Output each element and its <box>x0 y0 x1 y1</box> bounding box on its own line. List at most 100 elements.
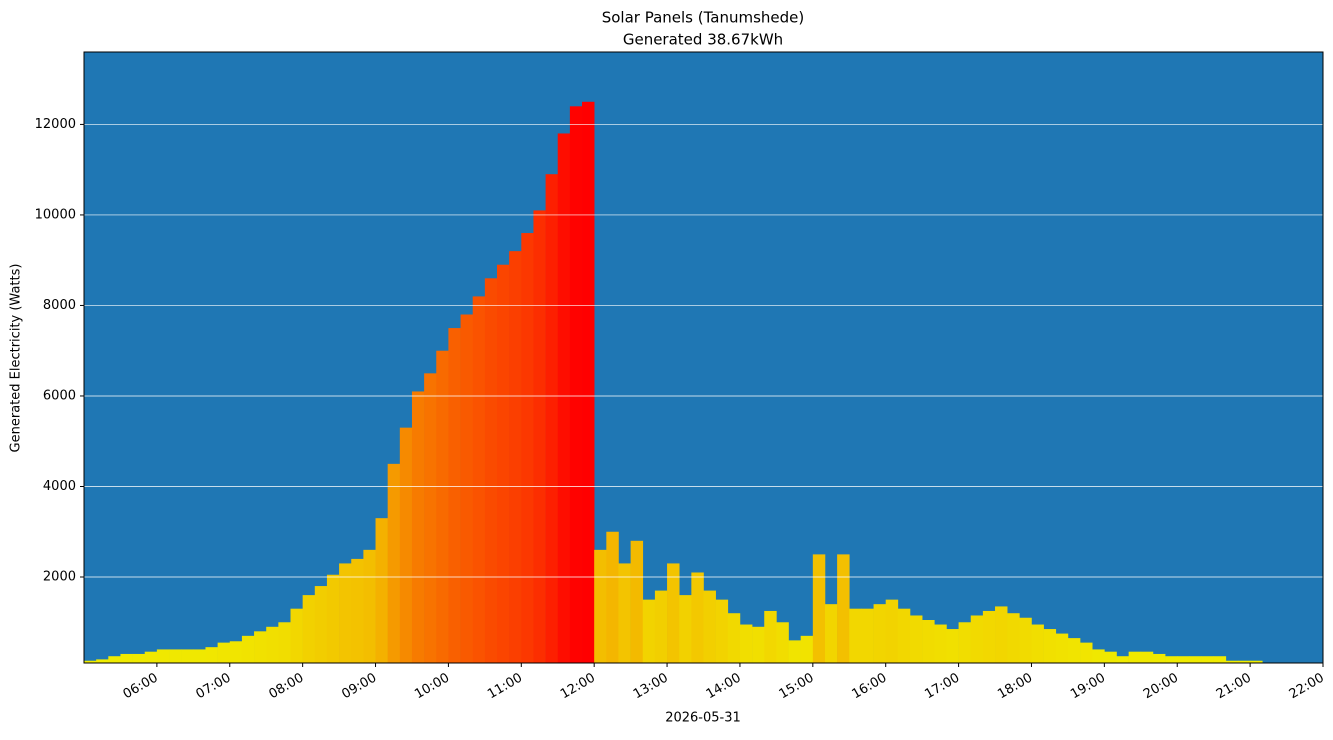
bar <box>533 210 546 663</box>
bar <box>764 610 777 663</box>
x-tick-label: 14:00 <box>704 671 744 703</box>
bar <box>217 642 231 663</box>
bar <box>1128 651 1142 663</box>
bar <box>1104 651 1117 663</box>
bar <box>144 651 158 663</box>
bar <box>339 563 352 663</box>
bar <box>363 549 376 663</box>
y-tick-label: 4000 <box>43 479 76 494</box>
bar <box>849 608 862 663</box>
bar <box>594 549 607 663</box>
bar <box>861 608 874 663</box>
bar <box>569 106 583 664</box>
x-tick-label: 17:00 <box>922 671 962 703</box>
bar <box>667 563 680 663</box>
x-tick-label: 12:00 <box>558 671 598 703</box>
bar <box>472 296 486 663</box>
bar <box>84 660 97 663</box>
bar <box>606 531 619 663</box>
bar <box>1080 642 1093 663</box>
bar <box>1250 660 1263 663</box>
x-tick-label: 11:00 <box>485 671 525 703</box>
bar <box>642 599 656 663</box>
bar <box>229 641 243 663</box>
bar <box>120 653 133 663</box>
bar <box>205 647 218 663</box>
bar <box>824 604 838 663</box>
bar <box>630 540 644 663</box>
bar <box>448 328 461 663</box>
bar <box>169 649 182 663</box>
bar <box>946 629 959 663</box>
bar <box>521 233 534 663</box>
y-axis-label: Generated Electricity (Watts) <box>9 264 24 453</box>
bar <box>436 350 449 663</box>
bar <box>290 608 303 663</box>
x-tick-label: 09:00 <box>339 671 379 703</box>
bar <box>497 264 510 663</box>
bar <box>399 427 413 663</box>
bar <box>970 615 984 663</box>
x-tick-label: 16:00 <box>850 671 890 703</box>
bar <box>193 649 206 663</box>
bar <box>618 563 631 663</box>
bar <box>1165 656 1178 663</box>
x-tick-label: 19:00 <box>1068 671 1108 703</box>
bar <box>788 640 801 663</box>
bar <box>411 391 425 663</box>
bar <box>679 595 692 663</box>
x-tick-label: 06:00 <box>121 671 161 703</box>
bar <box>1189 656 1202 663</box>
bar <box>509 251 522 663</box>
x-tick-label: 10:00 <box>412 671 452 703</box>
bar <box>1067 638 1081 663</box>
bar <box>1055 633 1069 663</box>
bar <box>922 620 935 663</box>
bar <box>739 624 753 663</box>
bar <box>654 590 668 663</box>
bar <box>873 604 887 663</box>
bar <box>812 554 826 663</box>
bar <box>241 635 255 663</box>
bar <box>181 649 194 663</box>
bar <box>1116 656 1129 663</box>
x-axis-label: 2026-05-31 <box>665 711 741 726</box>
y-tick-label: 8000 <box>43 298 76 313</box>
chart-title: Solar Panels (Tanumshede) <box>602 9 805 27</box>
x-tick-label: 15:00 <box>777 671 817 703</box>
bar <box>314 586 328 663</box>
bar <box>1043 629 1057 663</box>
bar <box>278 622 291 663</box>
x-tick-label: 18:00 <box>995 671 1035 703</box>
bar <box>934 624 947 663</box>
bar <box>387 463 401 663</box>
bar <box>156 649 170 663</box>
x-tick-label: 21:00 <box>1214 671 1254 703</box>
x-tick-label: 13:00 <box>631 671 671 703</box>
bar <box>96 659 109 663</box>
x-tick-label: 20:00 <box>1141 671 1181 703</box>
bar <box>1225 660 1239 663</box>
bar <box>424 373 437 663</box>
bar <box>1140 651 1154 663</box>
x-tick-label: 22:00 <box>1287 671 1327 703</box>
plot-frame <box>83 51 1324 664</box>
bar <box>266 626 279 663</box>
bar <box>545 174 559 663</box>
bar <box>837 554 850 663</box>
bar <box>1092 649 1105 663</box>
bar <box>108 656 121 663</box>
bar <box>800 635 814 663</box>
bar <box>703 590 716 663</box>
bar <box>995 606 1008 663</box>
bar <box>557 133 571 663</box>
bar <box>776 622 789 663</box>
bar <box>1201 656 1214 663</box>
y-tick-label: 12000 <box>35 117 76 132</box>
bar <box>691 572 704 663</box>
bar <box>484 278 498 663</box>
bar <box>254 631 267 663</box>
bar <box>1237 660 1251 663</box>
y-tick-label: 6000 <box>43 388 76 403</box>
bar <box>897 608 911 663</box>
